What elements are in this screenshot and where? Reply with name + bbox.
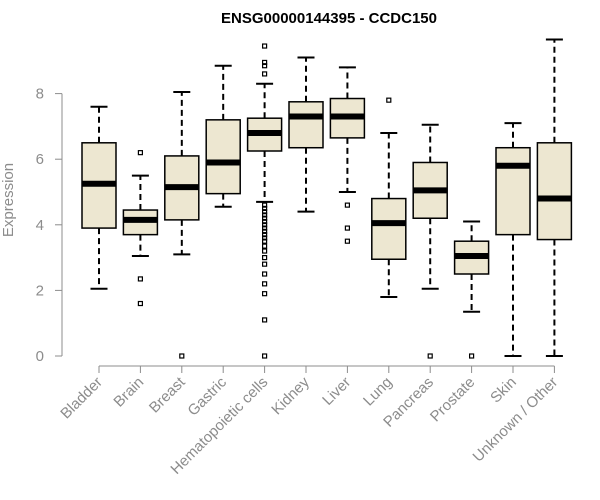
outlier-point <box>262 43 268 49</box>
box-group <box>288 56 324 213</box>
outlier-point <box>137 150 143 156</box>
outlier-point <box>262 222 268 228</box>
y-tick-label: 6 <box>36 151 44 168</box>
outlier-point <box>262 281 268 287</box>
chart-title: ENSG00000144395 - CCDC150 <box>221 10 437 27</box>
x-tick-label: Breast <box>146 373 189 416</box>
outlier-point <box>262 202 268 208</box>
x-tick-label: Prostate <box>427 374 479 426</box>
x-tick-label: Liver <box>319 374 354 409</box>
box-iqr <box>205 119 241 195</box>
box-group <box>495 122 531 357</box>
outlier-point <box>262 228 268 234</box>
box-group <box>453 220 490 359</box>
outlier-point <box>469 353 475 359</box>
outlier-point <box>262 255 268 261</box>
box-group <box>329 66 366 244</box>
box-group <box>536 38 573 357</box>
outlier-point <box>344 225 350 231</box>
outlier-point <box>262 218 268 225</box>
outlier-point <box>262 225 268 231</box>
y-tick-label: 0 <box>36 348 44 365</box>
x-tick-label: Brain <box>110 374 147 411</box>
box-group <box>122 150 159 307</box>
box-iqr <box>371 197 407 260</box>
y-axis: 0 2 4 6 8 <box>36 86 63 365</box>
outlier-point <box>137 300 143 307</box>
x-tick-label: Kidney <box>268 373 313 418</box>
outlier-point <box>262 261 268 267</box>
box-group <box>246 43 283 359</box>
box-group <box>412 123 448 359</box>
outlier-point <box>179 353 185 359</box>
y-tick-label: 2 <box>36 282 44 299</box>
box-group <box>205 64 241 208</box>
box-group <box>371 97 407 298</box>
outlier-point <box>262 243 268 249</box>
outlier-point <box>262 59 268 66</box>
outlier-point <box>262 71 268 77</box>
outlier-point <box>344 202 350 208</box>
y-axis-label: Expression <box>0 163 17 237</box>
box-group <box>81 105 117 290</box>
outlier-point <box>262 235 268 241</box>
outlier-point <box>262 317 268 323</box>
y-tick-label: 4 <box>36 217 44 234</box>
outlier-point <box>262 205 268 211</box>
outlier-point <box>262 212 268 218</box>
outlier-point <box>262 271 268 277</box>
outlier-point <box>262 248 268 254</box>
outlier-point <box>427 353 433 359</box>
outlier-point <box>262 232 268 238</box>
outlier-point <box>386 97 392 103</box>
outlier-point <box>344 238 350 244</box>
x-tick-label: Bladder <box>57 374 106 423</box>
box-iqr <box>495 146 531 236</box>
box-iqr <box>536 142 573 241</box>
outlier-point <box>262 238 268 244</box>
x-tick-label: Lung <box>360 374 396 410</box>
outlier-point <box>262 291 268 297</box>
outlier-point <box>137 276 143 282</box>
outlier-point <box>262 353 268 359</box>
boxes-layer <box>81 38 573 359</box>
y-tick-label: 8 <box>36 86 44 103</box>
outlier-point <box>262 63 268 69</box>
x-tick-label: Skin <box>487 374 520 407</box>
box-group <box>164 90 200 359</box>
box-iqr <box>288 101 324 149</box>
outlier-point <box>262 209 268 215</box>
outlier-point <box>262 215 268 221</box>
